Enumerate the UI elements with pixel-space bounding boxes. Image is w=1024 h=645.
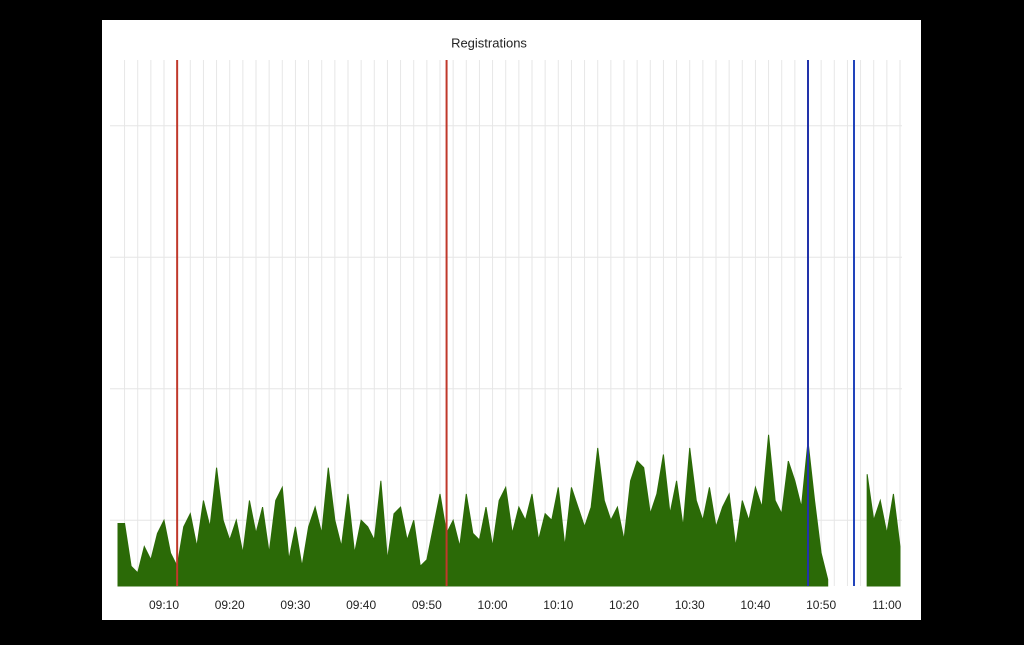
x-tick-label: 10:40 [740, 598, 770, 612]
x-tick-label: 09:10 [149, 598, 179, 612]
x-tick-label: 11:00 [872, 598, 901, 612]
x-tick-label: 10:10 [543, 598, 573, 612]
area [866, 474, 901, 587]
x-tick-label: 10:30 [675, 598, 705, 612]
chart-title: Registrations [451, 35, 527, 50]
x-tick-label: 10:50 [806, 598, 836, 612]
x-tick-label: 09:20 [215, 598, 245, 612]
x-tick-label: 10:20 [609, 598, 639, 612]
area [117, 434, 829, 587]
x-tick-label: 09:50 [412, 598, 442, 612]
x-tick-label: 09:30 [280, 598, 310, 612]
x-tick-label: 09:40 [346, 598, 376, 612]
x-tick-label: 10:00 [478, 598, 508, 612]
